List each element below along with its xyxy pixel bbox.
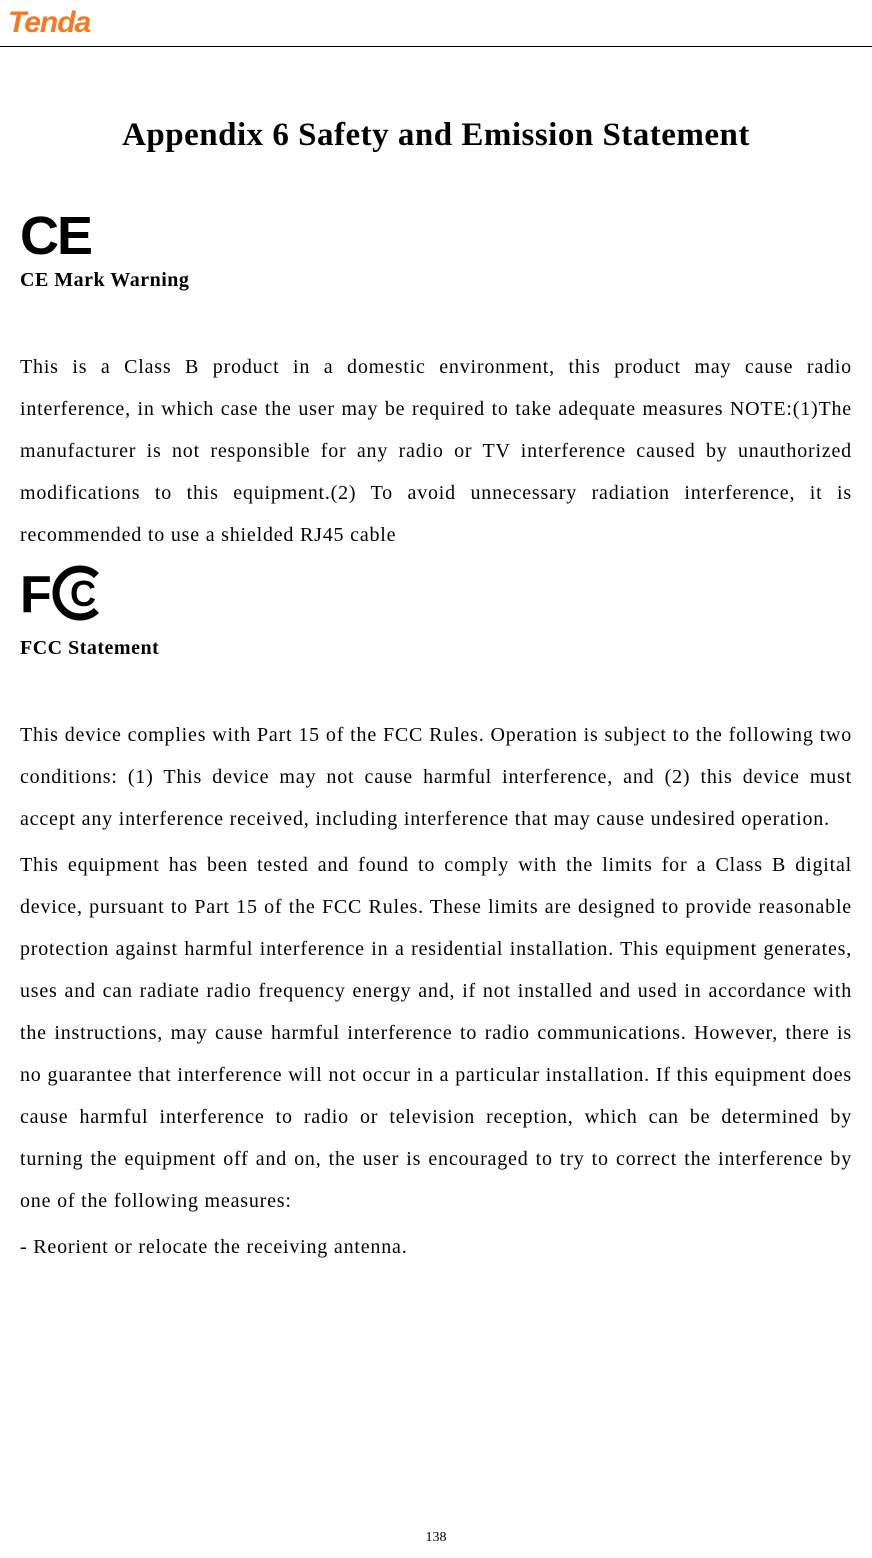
page-number: 138 xyxy=(0,1530,872,1546)
fcc-section-heading: FCC Statement xyxy=(20,637,852,660)
fcc-paragraph-2: This equipment has been tested and found… xyxy=(20,844,852,1222)
fcc-paragraph-1: This device complies with Part 15 of the… xyxy=(20,714,852,840)
page-title: Appendix 6 Safety and Emission Statement xyxy=(20,117,852,154)
svg-text:C: C xyxy=(70,573,96,614)
tenda-logo: Tenda xyxy=(8,6,90,39)
fcc-list-item-1: - Reorient or relocate the receiving ant… xyxy=(20,1226,852,1268)
ce-section-heading: CE Mark Warning xyxy=(20,269,852,292)
ce-mark-icon: CE xyxy=(20,209,852,263)
ce-paragraph: This is a Class B product in a domestic … xyxy=(20,346,852,556)
fcc-logo-icon: F C xyxy=(20,564,852,627)
page-content: Appendix 6 Safety and Emission Statement… xyxy=(0,47,872,1288)
svg-text:F: F xyxy=(20,566,52,622)
page-header: Tenda xyxy=(0,0,872,47)
